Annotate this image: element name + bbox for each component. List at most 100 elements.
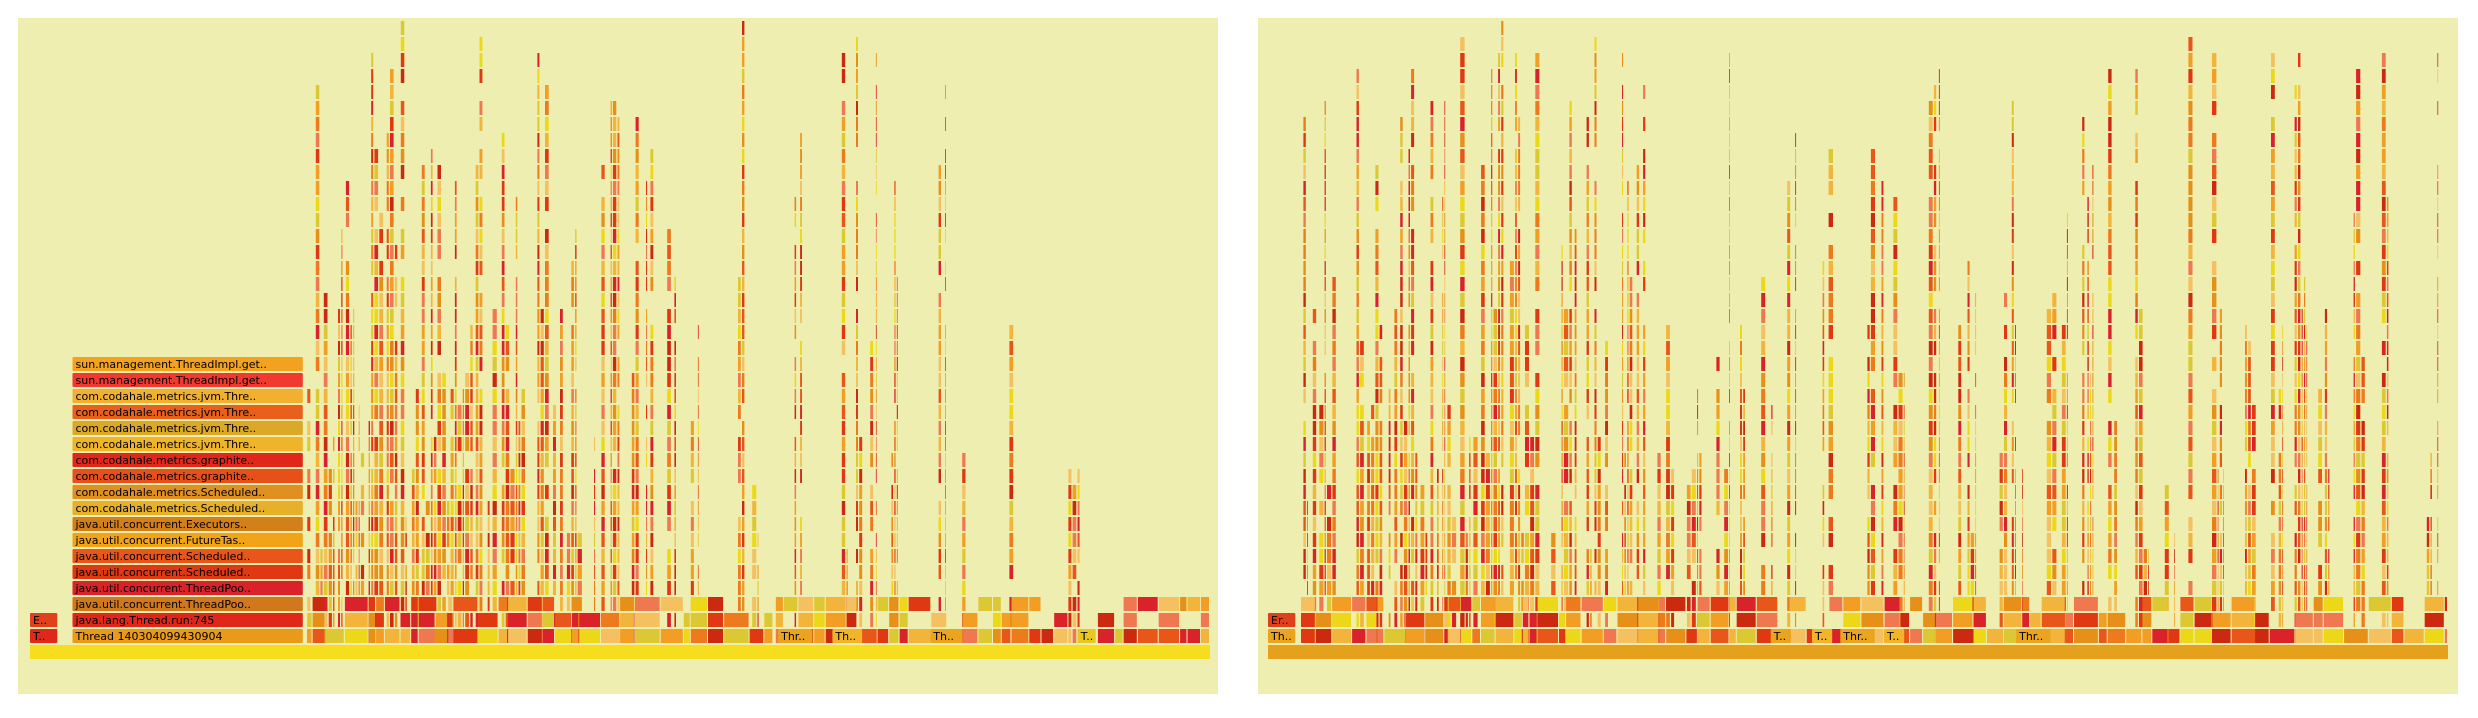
frame bbox=[601, 245, 605, 259]
frame bbox=[2066, 277, 2068, 291]
frame bbox=[1697, 421, 1699, 435]
frame bbox=[1657, 517, 1661, 531]
frame bbox=[896, 421, 898, 435]
frame bbox=[2298, 229, 2301, 243]
frame bbox=[415, 453, 419, 467]
frame bbox=[1622, 149, 1624, 163]
frame bbox=[800, 181, 802, 195]
frame bbox=[442, 485, 446, 499]
frame bbox=[697, 581, 699, 595]
frame bbox=[1501, 277, 1504, 291]
frame bbox=[505, 565, 510, 579]
frame bbox=[2245, 565, 2247, 579]
frame bbox=[2252, 549, 2256, 563]
frame bbox=[1933, 213, 1937, 227]
frame bbox=[1375, 293, 1379, 307]
frame bbox=[1481, 485, 1485, 499]
frame bbox=[1408, 453, 1410, 467]
frame bbox=[1491, 165, 1493, 179]
frame bbox=[859, 517, 863, 531]
frame bbox=[896, 533, 898, 547]
frame bbox=[1928, 117, 1933, 131]
frame bbox=[1377, 629, 1384, 643]
frame bbox=[374, 469, 379, 483]
frame bbox=[891, 453, 894, 467]
frame bbox=[350, 565, 352, 579]
frame bbox=[1787, 421, 1791, 435]
frame bbox=[430, 197, 433, 211]
frame-rect bbox=[72, 357, 303, 371]
frame bbox=[1724, 469, 1728, 483]
frame bbox=[1657, 629, 1661, 643]
frame bbox=[462, 533, 464, 547]
frame bbox=[1403, 581, 1408, 595]
frame bbox=[1870, 261, 1875, 275]
frame bbox=[1933, 581, 1937, 595]
frame bbox=[2090, 581, 2092, 595]
frame bbox=[1515, 389, 1517, 403]
frame bbox=[1903, 549, 1905, 563]
frame bbox=[386, 325, 389, 339]
frame bbox=[1881, 517, 1884, 531]
frame bbox=[2301, 597, 2303, 611]
frame bbox=[1515, 165, 1517, 179]
frame bbox=[1408, 501, 1410, 515]
frame bbox=[1332, 405, 1336, 419]
frame bbox=[1787, 357, 1791, 371]
frame bbox=[841, 389, 846, 403]
frame bbox=[376, 629, 384, 643]
frame bbox=[2219, 421, 2222, 435]
frame bbox=[1411, 309, 1415, 323]
frame bbox=[1400, 501, 1403, 515]
frame bbox=[390, 133, 394, 147]
frame bbox=[1054, 629, 1068, 643]
frame bbox=[1444, 421, 1446, 435]
frame bbox=[1408, 229, 1410, 243]
frame bbox=[1627, 485, 1629, 499]
frame bbox=[617, 501, 620, 515]
frame bbox=[2430, 565, 2432, 579]
frame bbox=[1958, 389, 1962, 403]
frame bbox=[2306, 389, 2308, 403]
frame bbox=[617, 581, 620, 595]
frame bbox=[875, 309, 877, 323]
frame bbox=[1491, 85, 1493, 99]
frame bbox=[1324, 293, 1326, 307]
frame bbox=[2381, 485, 2386, 499]
frame bbox=[1691, 517, 1696, 531]
frame bbox=[938, 421, 941, 435]
frame bbox=[1828, 437, 1833, 451]
frame bbox=[386, 533, 389, 547]
frame bbox=[371, 213, 374, 227]
frame bbox=[2324, 309, 2328, 323]
frame bbox=[1491, 501, 1493, 515]
frame bbox=[742, 373, 745, 387]
frame bbox=[1657, 485, 1661, 499]
frame bbox=[1403, 501, 1408, 515]
frame bbox=[470, 341, 473, 355]
frame bbox=[742, 149, 745, 163]
frame bbox=[1594, 133, 1597, 147]
frame bbox=[2381, 469, 2386, 483]
frame bbox=[1933, 501, 1937, 515]
frame bbox=[501, 149, 505, 163]
frame bbox=[1501, 181, 1504, 195]
frame bbox=[2212, 213, 2217, 227]
frame bbox=[2092, 437, 2094, 451]
frame bbox=[875, 85, 877, 99]
frame bbox=[1743, 581, 1745, 595]
frame bbox=[2188, 277, 2193, 291]
frame bbox=[1371, 453, 1375, 467]
frame bbox=[358, 581, 360, 595]
frame bbox=[1795, 277, 1797, 291]
frame bbox=[2324, 565, 2328, 579]
frame bbox=[341, 501, 343, 515]
frame bbox=[2087, 517, 2089, 531]
frame bbox=[2282, 453, 2284, 467]
frame bbox=[2306, 501, 2308, 515]
frame bbox=[1569, 309, 1572, 323]
frame bbox=[521, 517, 525, 531]
frame bbox=[2022, 581, 2023, 595]
frame bbox=[1933, 277, 1937, 291]
frame bbox=[1493, 421, 1497, 435]
